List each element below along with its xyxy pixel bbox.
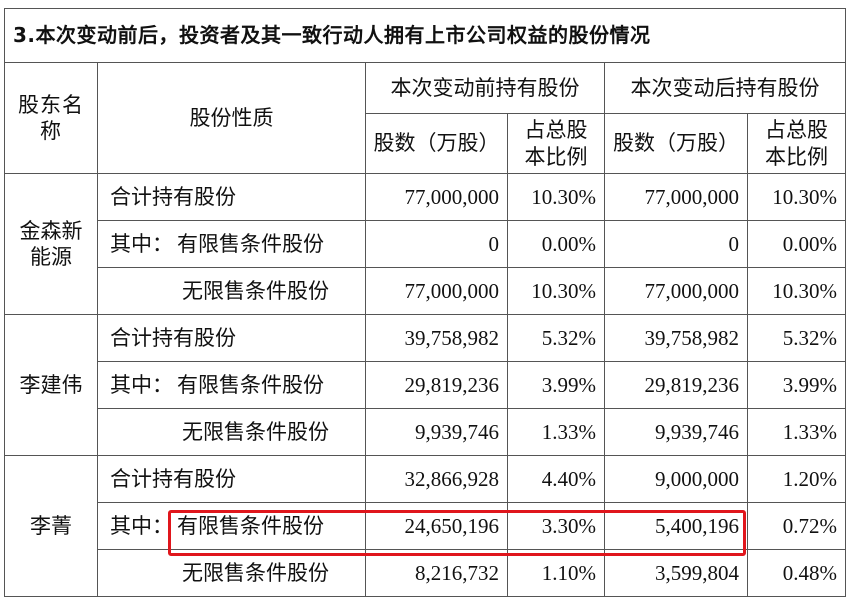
before-shares: 24,650,196 [365, 502, 508, 550]
nature-prefix: 其中： [110, 513, 173, 538]
share-nature: 合计持有股份 [97, 173, 366, 221]
after-shares: 9,000,000 [604, 455, 748, 503]
table-row: 无限售条件股份 8,216,732 1.10% 3,599,804 0.48% [5, 549, 847, 597]
after-ratio: 10.30% [746, 173, 847, 221]
after-ratio: 3.99% [746, 361, 847, 409]
header-before: 本次变动前持有股份 [365, 62, 605, 114]
header-holder: 股东名称 [4, 62, 98, 174]
header-before-ratio: 占总股本比例 [507, 113, 605, 174]
before-ratio: 1.10% [507, 549, 605, 597]
after-ratio: 1.33% [746, 408, 847, 456]
holder-name: 金森新能源 [4, 173, 98, 315]
share-nature: 合计持有股份 [97, 455, 366, 503]
table-row: 其中： 有限售条件股份 29,819,236 3.99% 29,819,236 3… [5, 361, 847, 409]
after-ratio: 1.20% [746, 455, 847, 503]
share-nature: 其中： 有限售条件股份 [97, 502, 366, 550]
before-ratio: 3.30% [507, 502, 605, 550]
table-row: 其中： 有限售条件股份 24,650,196 3.30% 5,400,196 0.… [5, 502, 847, 550]
share-nature: 无限售条件股份 [97, 267, 366, 315]
after-shares: 29,819,236 [604, 361, 748, 409]
before-ratio: 3.99% [507, 361, 605, 409]
table-row: 李建伟 合计持有股份 39,758,982 5.32% 39,758,982 5… [4, 314, 847, 456]
nature-label: 有限售条件股份 [177, 231, 324, 256]
after-shares: 77,000,000 [604, 267, 748, 315]
header-nature: 股份性质 [97, 62, 366, 174]
after-ratio: 0.72% [746, 502, 847, 550]
after-ratio: 0.48% [746, 549, 847, 597]
after-ratio: 5.32% [746, 314, 847, 362]
after-shares: 0 [604, 220, 748, 268]
share-nature: 合计持有股份 [97, 314, 366, 362]
before-shares: 39,758,982 [365, 314, 508, 362]
before-ratio: 10.30% [507, 173, 605, 221]
holder-name: 李建伟 [4, 314, 98, 456]
before-shares: 77,000,000 [365, 267, 508, 315]
table-row: 其中： 有限售条件股份 0 0.00% 0 0.00% [5, 220, 847, 268]
nature-prefix: 其中： [110, 231, 173, 256]
before-shares: 77,000,000 [365, 173, 508, 221]
nature-label: 有限售条件股份 [177, 372, 324, 397]
after-ratio: 0.00% [746, 220, 847, 268]
before-ratio: 4.40% [507, 455, 605, 503]
after-shares: 3,599,804 [604, 549, 748, 597]
table-row: 无限售条件股份 77,000,000 10.30% 77,000,000 10.… [5, 267, 847, 315]
nature-label: 有限售条件股份 [177, 513, 324, 538]
after-ratio: 10.30% [746, 267, 847, 315]
nature-prefix: 其中： [110, 372, 173, 397]
before-shares: 9,939,746 [365, 408, 508, 456]
before-ratio: 0.00% [507, 220, 605, 268]
share-nature: 其中： 有限售条件股份 [97, 220, 366, 268]
header-after: 本次变动后持有股份 [603, 62, 847, 114]
before-ratio: 5.32% [507, 314, 605, 362]
share-nature: 其中： 有限售条件股份 [97, 361, 366, 409]
share-nature: 无限售条件股份 [97, 549, 366, 597]
before-ratio: 10.30% [507, 267, 605, 315]
after-shares: 39,758,982 [604, 314, 748, 362]
before-ratio: 1.33% [507, 408, 605, 456]
table-row: 李菁 合计持有股份 32,866,928 4.40% 9,000,000 1.2… [4, 455, 847, 597]
header-after-ratio: 占总股本比例 [746, 113, 847, 174]
header-before-shares: 股数（万股） [365, 113, 508, 174]
shareholding-table: 3.本次变动前后，投资者及其一致行动人拥有上市公司权益的股份情况 股东名称 股份… [3, 8, 847, 597]
header-after-shares: 股数（万股） [604, 113, 748, 174]
before-shares: 29,819,236 [365, 361, 508, 409]
after-shares: 5,400,196 [604, 502, 748, 550]
share-nature: 无限售条件股份 [97, 408, 366, 456]
table-row: 金森新能源 合计持有股份 77,000,000 10.30% 77,000,00… [4, 173, 847, 315]
after-shares: 9,939,746 [604, 408, 748, 456]
holder-name: 李菁 [4, 455, 98, 597]
after-shares: 77,000,000 [604, 173, 748, 221]
table-row: 无限售条件股份 9,939,746 1.33% 9,939,746 1.33% [5, 408, 847, 456]
before-shares: 32,866,928 [365, 455, 508, 503]
section-title: 3.本次变动前后，投资者及其一致行动人拥有上市公司权益的股份情况 [3, 8, 847, 63]
before-shares: 8,216,732 [365, 549, 508, 597]
before-shares: 0 [365, 220, 508, 268]
